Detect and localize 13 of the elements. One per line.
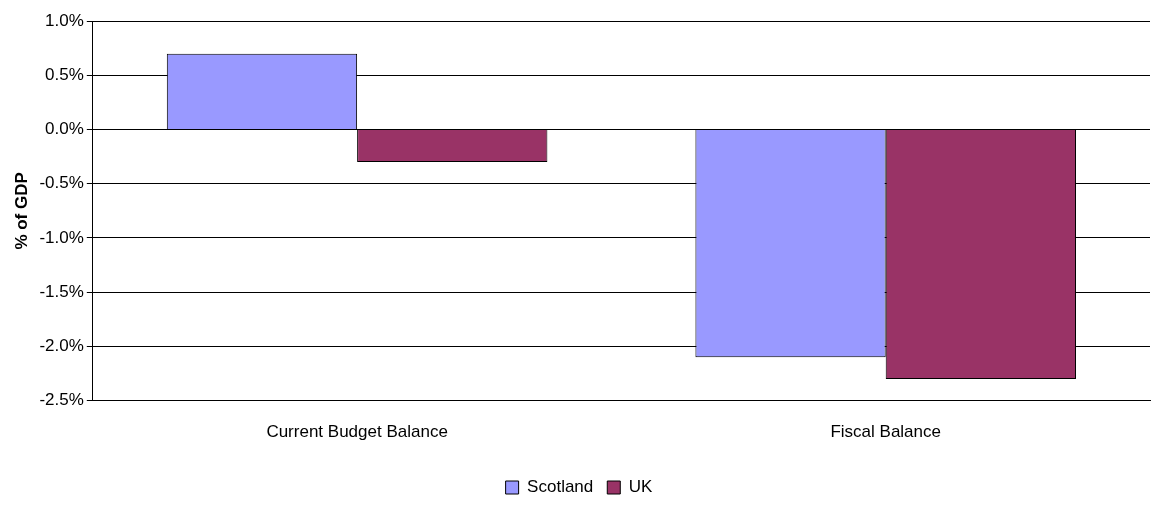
y-tick-label: -1.0% — [39, 227, 84, 247]
y-tick-label: 0.0% — [45, 119, 84, 139]
y-axis-title: % of GDP — [11, 172, 31, 250]
legend-label: UK — [628, 477, 654, 497]
y-tick-label: -2.0% — [39, 336, 84, 356]
x-tick-label: Fiscal Balance — [830, 422, 941, 442]
y-tick-label: 1.0% — [45, 10, 84, 30]
y-tick-label: -2.5% — [39, 390, 84, 410]
x-tick-label: Current Budget Balance — [266, 422, 448, 442]
y-tick-label: -1.5% — [39, 281, 84, 301]
legend-label: Scotland — [527, 477, 594, 497]
y-tick-label: 0.5% — [45, 65, 84, 85]
y-tick-label: -0.5% — [39, 173, 84, 193]
